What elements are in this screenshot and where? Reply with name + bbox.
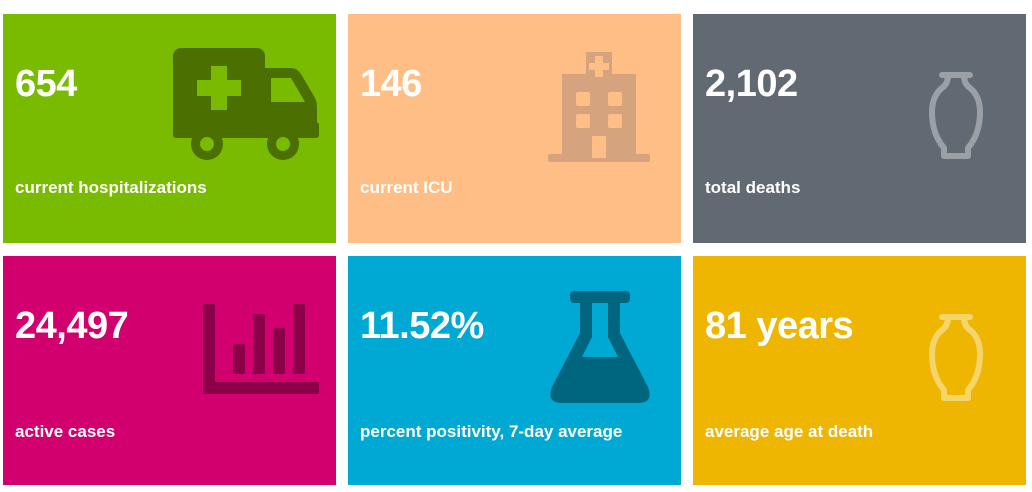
flask-icon: [548, 291, 652, 407]
ambulance-icon: [173, 48, 319, 162]
stat-label: current ICU: [360, 178, 453, 197]
stats-grid: 654 current hospitalizations: [3, 14, 1027, 488]
stat-tile-active-cases: 24,497 active cases: [3, 256, 336, 485]
stat-value: 654: [15, 63, 77, 105]
stat-tile-positivity: 11.52% percent positivity, 7-day average: [348, 256, 681, 485]
stat-label: active cases: [15, 422, 116, 441]
stat-value: 24,497: [15, 305, 129, 347]
stat-label: current hospitalizations: [15, 178, 207, 197]
stat-tile-deaths: 2,102 total deaths: [693, 14, 1026, 243]
urn-icon: [928, 72, 984, 160]
stat-value: 81 years: [705, 305, 854, 347]
urn-icon: [928, 314, 984, 402]
stat-tile-hospitalizations: 654 current hospitalizations: [3, 14, 336, 243]
hospital-icon: [548, 52, 650, 164]
stat-label: average age at death: [705, 422, 874, 441]
stat-label: percent positivity, 7-day average: [360, 422, 623, 441]
stat-label: total deaths: [705, 178, 801, 197]
stat-tile-average-age: 81 years average age at death: [693, 256, 1026, 485]
stat-value: 2,102: [705, 63, 798, 105]
bar-chart-icon: [203, 304, 319, 394]
stat-value: 146: [360, 63, 422, 105]
stat-value: 11.52%: [360, 305, 484, 347]
stat-tile-icu: 146 current ICU: [348, 14, 681, 243]
